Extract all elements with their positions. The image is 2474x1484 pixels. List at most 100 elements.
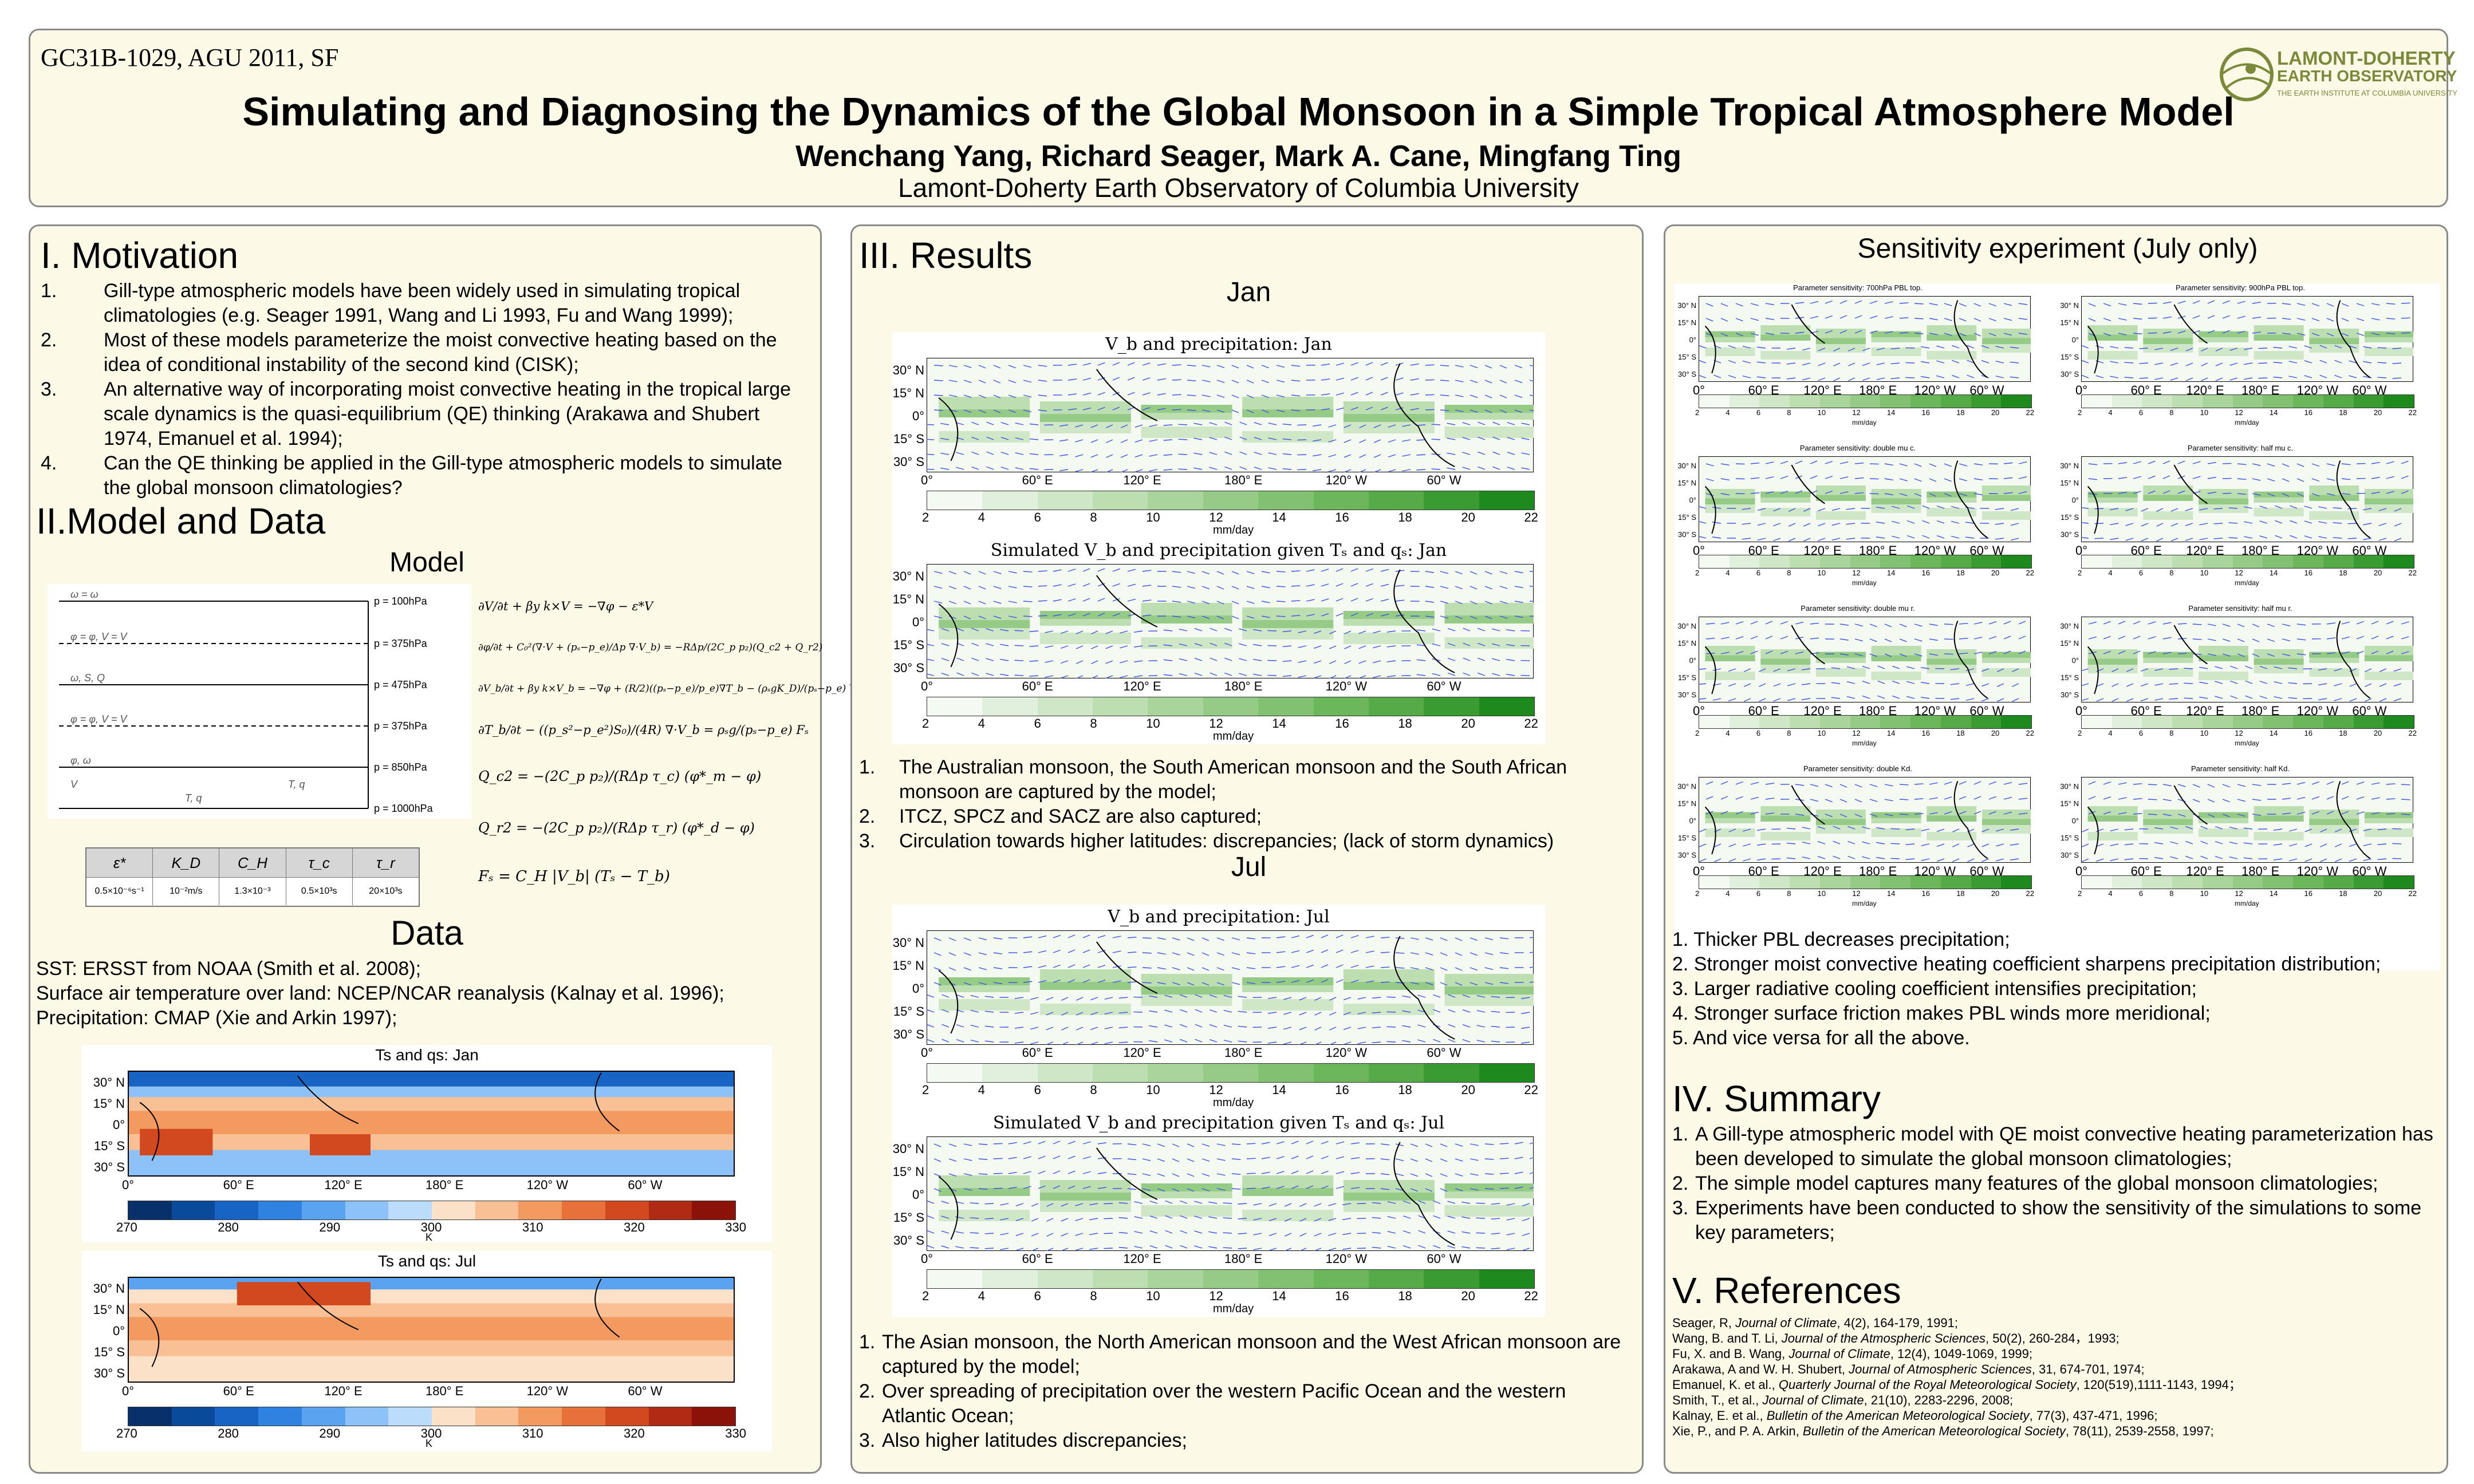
colorbar-tick: 14 bbox=[1886, 408, 1896, 417]
svg-text:p = 850hPa: p = 850hPa bbox=[374, 761, 428, 773]
colorbar-tick: 8 bbox=[2169, 408, 2174, 417]
panel-title: Parameter sensitivity: double Kd. bbox=[1803, 764, 1913, 773]
precipitation-colorbar bbox=[2081, 394, 2414, 408]
lon-tick-label: 60° E bbox=[1022, 1252, 1053, 1266]
colorbar-tick: 22 bbox=[2026, 408, 2034, 417]
precipitation-map bbox=[927, 1136, 1534, 1251]
colorbar-tick: 12 bbox=[1209, 1083, 1223, 1097]
lat-tick-label: 30° N bbox=[2060, 461, 2079, 470]
lon-tick-label: 0° bbox=[921, 1252, 933, 1266]
model-schematic: ω = ω φ = φ, V = V ω, S, Q φ = φ, V = V … bbox=[48, 584, 471, 819]
colorbar-tick: 14 bbox=[2269, 408, 2278, 417]
colorbar-tick: 14 bbox=[1272, 1289, 1286, 1303]
lon-tick-label: 60° W bbox=[1427, 1045, 1461, 1060]
lat-tick-label: 15° S bbox=[93, 1138, 125, 1153]
precipitation-map bbox=[2081, 617, 2413, 702]
precipitation-map bbox=[1699, 617, 2031, 702]
references-heading: V. References bbox=[1672, 1270, 1901, 1311]
model-heading: II.Model and Data bbox=[36, 500, 326, 542]
colorbar-tick: 18 bbox=[1956, 569, 1965, 577]
ts-qs-jul-figure: Ts and qs: Jul 30° N 15° N 0° 15° S 30° S 0°… bbox=[82, 1251, 772, 1451]
list-item: 3. An alternative way of incorporating mo… bbox=[41, 378, 791, 449]
colorbar-tick: 8 bbox=[1090, 716, 1097, 731]
sensitivity-panel: Parameter sensitivity: 700hPa PBL top. 30… bbox=[1675, 283, 2041, 438]
lat-tick-label: 15° N bbox=[1677, 638, 1696, 648]
jan-heading: Jan bbox=[1226, 277, 1271, 307]
lat-tick-label: 15° N bbox=[93, 1302, 125, 1317]
colorbar-tick: 14 bbox=[1272, 510, 1286, 524]
sensitivity-figure: Parameter sensitivity: 700hPa PBL top. 30… bbox=[1675, 283, 2441, 970]
lon-tick-label: 180° E bbox=[426, 1178, 464, 1192]
figure-title: Ts and qs: Jul bbox=[377, 1252, 476, 1270]
ts-qs-jan-figure: Ts and qs: Jan 30° N 15° N 0° 15° S 30° S 0°… bbox=[82, 1045, 772, 1243]
colorbar-tick: 8 bbox=[1090, 1083, 1097, 1097]
svg-text:p = 1000hPa: p = 1000hPa bbox=[374, 803, 434, 814]
colorbar-tick: 20 bbox=[1461, 1289, 1475, 1303]
precipitation-map bbox=[927, 358, 1534, 472]
data-list: SST: ERSST from NOAA (Smith et al. 2008)… bbox=[36, 957, 815, 1031]
reference-item: Fu, X. and B. Wang, Journal of Climate, … bbox=[1672, 1347, 2033, 1361]
lon-tick-label: 180° E bbox=[1224, 1045, 1263, 1060]
colorbar-tick: 4 bbox=[978, 716, 986, 731]
reference-item: Emanuel, K. et al., Quarterly Journal of… bbox=[1672, 1378, 2241, 1392]
colorbar-tick: 6 bbox=[1034, 1083, 1041, 1097]
colorbar-tick: 22 bbox=[1524, 1289, 1538, 1303]
colorbar-tick: 18 bbox=[2339, 889, 2347, 898]
list-item: 3. Larger radiative cooling coefficient … bbox=[1672, 978, 2197, 1000]
lat-tick-label: 0° bbox=[112, 1323, 125, 1338]
panel-title: Parameter sensitivity: half mu c. bbox=[2187, 444, 2294, 452]
precip-unit: mm/day bbox=[1213, 524, 1254, 536]
precipitation-map bbox=[2081, 296, 2413, 382]
colorbar-tick: 12 bbox=[2235, 889, 2243, 898]
colorbar-tick: 10 bbox=[1146, 1083, 1160, 1097]
colorbar-tick: 18 bbox=[1398, 1083, 1412, 1097]
reference-item: Wang, B. and T. Li, Journal of the Atmos… bbox=[1672, 1331, 2120, 1345]
lon-tick-label: 120° E bbox=[1123, 1252, 1161, 1266]
colorbar-tick: 10 bbox=[1817, 729, 1826, 737]
precipitation-colorbar bbox=[1699, 555, 2032, 569]
precipitation-colorbar bbox=[927, 1269, 1535, 1289]
lat-tick-label: 30° N bbox=[1677, 301, 1696, 310]
colorbar-tick: 22 bbox=[1524, 1083, 1538, 1097]
equation: ∂V/∂t + βy k×V = −∇φ − ε*V bbox=[478, 599, 653, 613]
lat-tick-label: 0° bbox=[2071, 656, 2079, 665]
list-item: 2. Over spreading of precipitation over t… bbox=[859, 1380, 1566, 1427]
colorbar-tick: 18 bbox=[1956, 729, 1965, 737]
lat-tick-label: 15° N bbox=[2060, 799, 2079, 808]
colorbar-tick: 8 bbox=[1090, 1289, 1097, 1303]
lat-tick-label: 30° N bbox=[93, 1281, 125, 1296]
colorbar-tick: 12 bbox=[2235, 569, 2243, 577]
precip-unit: mm/day bbox=[2235, 579, 2259, 587]
reference-item: Kalnay, E. et al., Bulletin of the Ameri… bbox=[1672, 1408, 2158, 1423]
list-item: 4. Stronger surface friction makes PBL w… bbox=[1672, 1003, 2211, 1024]
list-item: 1. A Gill-type atmospheric model with QE … bbox=[1672, 1123, 2433, 1170]
lon-tick-label: 0° bbox=[1693, 543, 1705, 558]
references-list: Seager, R, Journal of Climate, 4(2), 164… bbox=[1672, 1315, 2440, 1439]
colorbar-tick: 20 bbox=[1991, 569, 2000, 577]
panel-title: Parameter sensitivity: 900hPa PBL top. bbox=[2176, 283, 2305, 292]
lon-tick-label: 0° bbox=[1693, 383, 1705, 397]
colorbar-tick: 14 bbox=[1272, 716, 1286, 731]
colorbar-tick: 4 bbox=[1726, 569, 1730, 577]
colorbar-tick: 18 bbox=[2339, 729, 2347, 737]
sensitivity-panel: Parameter sensitivity: double mu c. 30° N… bbox=[1675, 444, 2041, 598]
authors: Wenchang Yang, Richard Seager, Mark A. C… bbox=[795, 140, 1681, 173]
colorbar-tick: 2 bbox=[1695, 569, 1700, 577]
lat-tick-label: 15° S bbox=[893, 638, 924, 652]
lon-tick-label: 0° bbox=[1693, 864, 1705, 878]
colorbar-tick: 4 bbox=[1726, 729, 1730, 737]
summary-heading: IV. Summary bbox=[1672, 1078, 1881, 1119]
colorbar-tick: 22 bbox=[2408, 408, 2417, 417]
lat-tick-label: 15° S bbox=[2061, 512, 2079, 522]
colorbar-tick: 10 bbox=[1817, 889, 1826, 898]
colorbar-tick: 22 bbox=[1524, 510, 1538, 524]
precipitation-colorbar bbox=[2081, 715, 2414, 729]
precipitation-map bbox=[927, 564, 1534, 678]
lat-tick-label: 15° N bbox=[892, 592, 924, 606]
colorbar-tick: 8 bbox=[2169, 729, 2174, 737]
colorbar-tick: 20 bbox=[1991, 408, 2000, 417]
precipitation-map bbox=[2081, 456, 2413, 542]
colorbar-tick: 20 bbox=[2373, 889, 2382, 898]
lat-tick-label: 15° N bbox=[892, 1165, 924, 1179]
colorbar-tick: 8 bbox=[1787, 569, 1791, 577]
